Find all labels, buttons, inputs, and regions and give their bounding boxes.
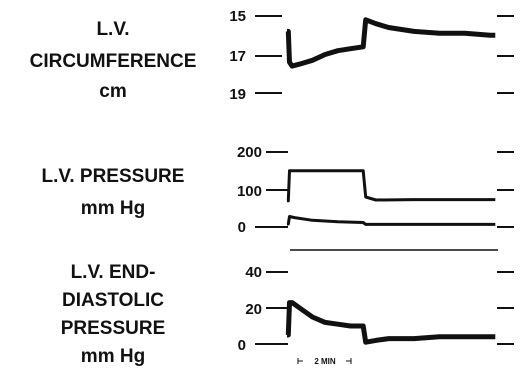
panel1-ylabel-line2: CIRCUMFERENCE — [30, 51, 197, 72]
panel-edp-ticks: 40 20 0 — [238, 264, 514, 354]
panel3-ylabel-line1: L.V. END- — [71, 262, 156, 283]
panel3-ylabel-line4: mm Hg — [81, 346, 145, 367]
panel2-tick-200: 200 — [237, 144, 262, 161]
panel-edp-labels: L.V. END- DIASTOLIC PRESSURE mm Hg — [61, 262, 166, 367]
panel-circumference-ticks: 15 17 19 — [229, 8, 514, 103]
panel2-ylabel-line1: L.V. PRESSURE — [42, 166, 185, 187]
diastolic-pressure-trace — [286, 215, 496, 226]
panel1-tick-15: 15 — [229, 8, 246, 25]
end-diastolic-pressure-trace — [285, 300, 496, 345]
panel2-ylabel-line2: mm Hg — [81, 198, 145, 219]
circumference-trace — [285, 17, 496, 69]
panel3-ylabel-line3: PRESSURE — [61, 318, 166, 339]
panel1-tick-19: 19 — [229, 86, 246, 103]
systolic-pressure-trace — [286, 169, 496, 203]
time-scale-bar: 2 MIN — [297, 357, 352, 366]
panel3-tick-40: 40 — [245, 264, 262, 281]
panel1-tick-17: 17 — [229, 48, 246, 65]
panel3-tick-0: 0 — [238, 337, 246, 354]
panel2-tick-0: 0 — [238, 219, 246, 236]
panel-circumference-labels: L.V. CIRCUMFERENCE cm — [30, 19, 197, 102]
panel1-ylabel-line1: L.V. — [96, 19, 129, 40]
panel3-ylabel-line2: DIASTOLIC — [62, 290, 164, 311]
time-scale-label: 2 MIN — [314, 357, 336, 366]
panel-pressure-ticks: 200 100 0 — [237, 144, 514, 236]
panel-pressure-labels: L.V. PRESSURE mm Hg — [42, 166, 185, 219]
panel2-tick-100: 100 — [237, 183, 262, 200]
panel1-ylabel-line3: cm — [99, 81, 126, 102]
panel3-tick-20: 20 — [245, 301, 262, 318]
